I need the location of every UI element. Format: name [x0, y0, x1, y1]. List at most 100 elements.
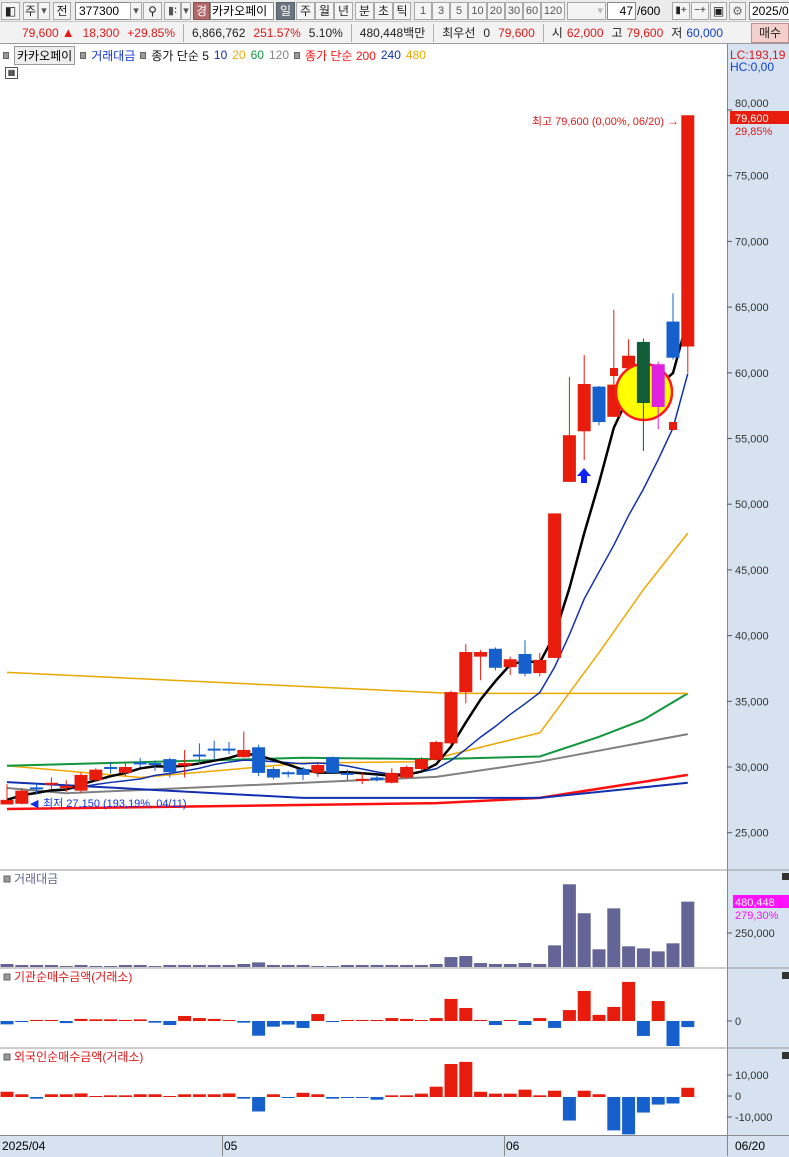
price-tick-label: 55,000: [735, 434, 769, 446]
grid-toggle-icon[interactable]: ▦: [5, 67, 18, 79]
candle[interactable]: [459, 652, 473, 693]
candle[interactable]: [592, 386, 606, 423]
period-minute[interactable]: 분: [355, 2, 374, 20]
candle[interactable]: [385, 772, 399, 783]
candle[interactable]: [118, 767, 132, 773]
candle[interactable]: [533, 659, 547, 674]
chevron-down-icon[interactable]: ▾: [38, 2, 50, 20]
legend-volume-amount[interactable]: 거래대금: [91, 48, 136, 63]
count-input[interactable]: 47: [607, 2, 636, 20]
period-year[interactable]: 년: [334, 2, 353, 20]
gear-icon[interactable]: ⚙: [729, 2, 746, 20]
candle[interactable]: [222, 748, 236, 751]
add-candle-icon[interactable]: ▮+: [672, 2, 690, 20]
inst-net-bar: [622, 981, 636, 1021]
candle[interactable]: [281, 772, 295, 775]
candle[interactable]: [518, 653, 532, 674]
candle[interactable]: [252, 747, 266, 773]
volume-bar: [518, 963, 532, 967]
legend-ma-long[interactable]: 종가 단순 200: [305, 48, 376, 63]
candle[interactable]: [429, 742, 443, 760]
save-icon[interactable]: ▣: [710, 2, 727, 20]
candle[interactable]: [681, 115, 695, 347]
layout-icon[interactable]: ◧: [1, 2, 20, 20]
interval-120[interactable]: 120: [541, 2, 565, 20]
interval-20[interactable]: 20: [487, 2, 505, 20]
candle[interactable]: [133, 762, 147, 765]
close-panel-icon[interactable]: [782, 972, 789, 979]
inst-tick-label: 0: [735, 1016, 741, 1028]
add-line-icon[interactable]: ~+: [691, 2, 709, 20]
candle[interactable]: [44, 782, 58, 785]
candle[interactable]: [636, 341, 650, 404]
hc-label: HC:0,00: [730, 60, 775, 74]
candle[interactable]: [562, 435, 576, 482]
inst-net-bar: [562, 1010, 576, 1021]
candle[interactable]: [15, 790, 29, 804]
foreign-net-bar: [15, 1094, 29, 1097]
prev-button[interactable]: 전: [53, 2, 71, 20]
close-panel-icon[interactable]: [782, 1052, 789, 1059]
legend-stock[interactable]: 카카오페이: [14, 45, 76, 65]
candle[interactable]: [148, 763, 162, 766]
candle[interactable]: [622, 355, 636, 369]
interval-10[interactable]: 10: [468, 2, 487, 20]
interval-5[interactable]: 5: [450, 2, 468, 20]
close-panel-icon[interactable]: [782, 873, 789, 880]
date-input[interactable]: 2025/0: [749, 2, 789, 20]
candle[interactable]: [74, 774, 88, 791]
candle[interactable]: [474, 652, 488, 657]
candle[interactable]: [89, 769, 103, 781]
candle[interactable]: [207, 748, 221, 751]
candle[interactable]: [488, 648, 502, 668]
market-select[interactable]: 주: [23, 2, 38, 20]
candle[interactable]: [400, 767, 414, 778]
chevron-down-icon[interactable]: ▾: [181, 2, 191, 20]
search-icon[interactable]: ⚲: [143, 2, 162, 20]
candle[interactable]: [414, 759, 428, 769]
interval-3[interactable]: 3: [432, 2, 450, 20]
candle[interactable]: [548, 513, 562, 658]
candle[interactable]: [326, 757, 340, 773]
period-day[interactable]: 일: [276, 2, 295, 20]
divider: [433, 23, 435, 42]
stock-name-field[interactable]: 카카오페이: [210, 2, 274, 20]
speaker-icon[interactable]: ▮∶: [164, 2, 181, 20]
period-tick[interactable]: 틱: [393, 2, 411, 20]
candle[interactable]: [178, 763, 192, 766]
candle[interactable]: [0, 799, 14, 805]
interval-30[interactable]: 30: [505, 2, 523, 20]
candle[interactable]: [370, 777, 384, 781]
candle[interactable]: [192, 754, 206, 757]
period-second[interactable]: 초: [374, 2, 393, 20]
candle[interactable]: [266, 768, 280, 778]
chevron-down-icon[interactable]: ▾: [130, 2, 142, 20]
candle[interactable]: [237, 749, 251, 758]
candle[interactable]: [651, 364, 665, 407]
inst-net-bar: [474, 1019, 488, 1021]
period-week[interactable]: 주: [296, 2, 315, 20]
candle[interactable]: [104, 767, 118, 769]
candle[interactable]: [503, 659, 517, 668]
legend-ma-short[interactable]: 종가 단순 5: [151, 48, 209, 63]
candle[interactable]: [340, 772, 354, 775]
candle[interactable]: [296, 768, 310, 775]
interval-60[interactable]: 60: [523, 2, 541, 20]
period-month[interactable]: 월: [315, 2, 334, 20]
custom-interval-select[interactable]: ▾: [567, 2, 606, 20]
date-label: 06: [506, 1139, 520, 1153]
candle[interactable]: [311, 765, 325, 773]
candle[interactable]: [666, 321, 680, 358]
candle[interactable]: [444, 692, 458, 744]
interval-1[interactable]: 1: [414, 2, 432, 20]
candle[interactable]: [577, 383, 591, 432]
foreign-net-bar: [222, 1093, 236, 1097]
candle[interactable]: [355, 778, 369, 781]
candle[interactable]: [59, 786, 73, 789]
current-price: 79,600: [22, 25, 59, 40]
candle[interactable]: [30, 787, 44, 790]
volume-tag: [733, 895, 789, 908]
candle[interactable]: [163, 759, 177, 773]
volume-bar: [89, 966, 103, 967]
